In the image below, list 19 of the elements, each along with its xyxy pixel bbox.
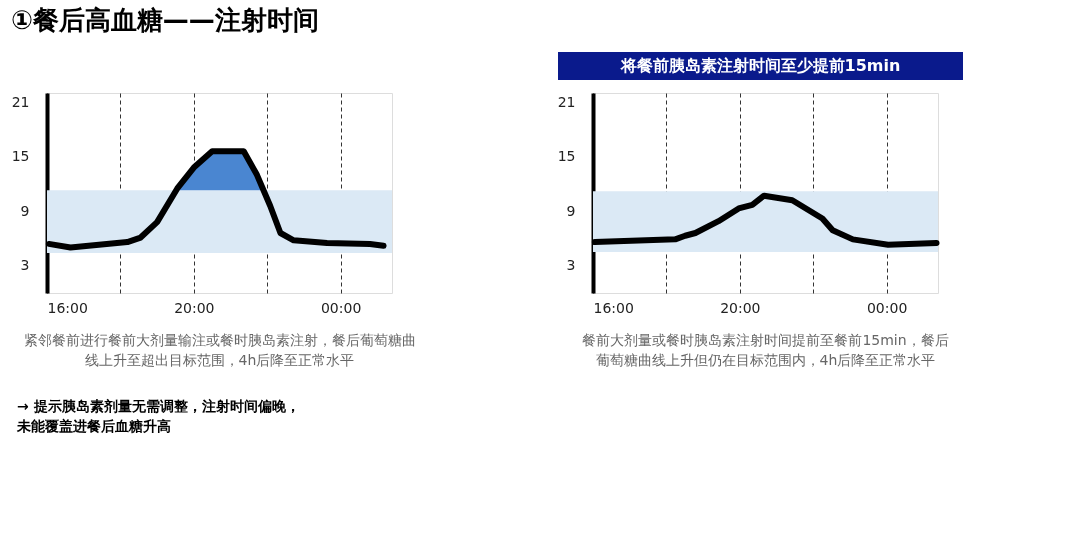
text: 餐前大剂量或餐时胰岛素注射时间提前至餐前15min，餐后葡萄糖曲线上升但仍在目标范围内，4h后降至正常水平 bbox=[582, 332, 949, 368]
chart-title: ①餐后高血糖——注射时间 bbox=[10, 5, 319, 35]
x-tick-label: 16:00 bbox=[47, 299, 88, 316]
x-tick-label: 00:00 bbox=[320, 299, 362, 316]
y-tick-label: 21 bbox=[557, 93, 576, 110]
chart-title: 将餐前胰岛素注射时间至少提前15min bbox=[619, 56, 901, 75]
x-tick-label: 20:00 bbox=[720, 299, 761, 316]
y-tick-label: 15 bbox=[557, 148, 576, 165]
y-tick-label: 9 bbox=[20, 202, 30, 219]
x-tick-label: 20:00 bbox=[174, 299, 215, 316]
y-tick-label: 9 bbox=[566, 202, 576, 219]
y-tick-label: 3 bbox=[20, 257, 30, 274]
text: → 提示胰岛素剂量无需调整，注射时间偏晚，未能覆盖进餐后血糖升高 bbox=[16, 398, 300, 434]
x-tick-label: 16:00 bbox=[593, 299, 634, 316]
y-tick-label: 3 bbox=[566, 257, 576, 274]
y-tick-label: 21 bbox=[11, 93, 30, 110]
text: 紧邻餐前进行餐前大剂量输注或餐时胰岛素注射，餐后葡萄糖曲线上升至超出目标范围，4h后降至正常水平 bbox=[23, 332, 416, 368]
x-tick-label: 00:00 bbox=[866, 299, 908, 316]
y-tick-label: 15 bbox=[11, 148, 30, 165]
